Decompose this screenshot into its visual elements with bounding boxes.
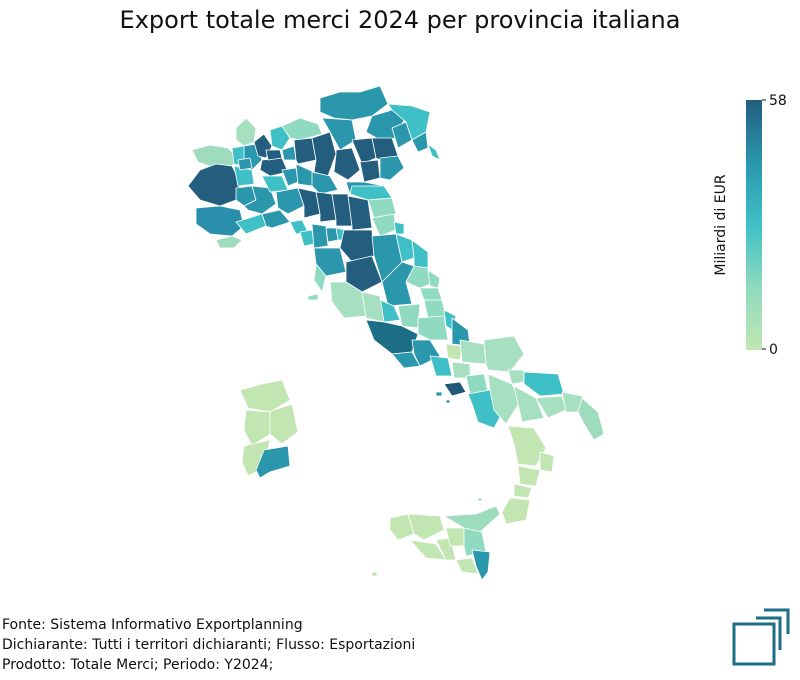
province-trapani[interactable] xyxy=(389,513,415,541)
province-biella[interactable] xyxy=(237,157,253,171)
province-lecce[interactable] xyxy=(577,397,605,441)
footer-source: Fonte: Sistema Informativo Exportplannin… xyxy=(2,617,303,633)
footer-product: Prodotto: Totale Merci; Periodo: Y2024; xyxy=(2,657,274,673)
colorbar-max-label: 58 xyxy=(769,93,787,109)
province-matera[interactable] xyxy=(513,385,545,423)
province-livorno[interactable] xyxy=(313,263,327,293)
island-ischia xyxy=(435,391,443,397)
province-potenza[interactable] xyxy=(487,373,521,425)
footer-declarant: Dichiarante: Tutti i territori dichiaran… xyxy=(2,637,416,653)
province-piacenza[interactable] xyxy=(275,187,305,215)
province-trieste[interactable] xyxy=(427,143,441,161)
province-napoli[interactable] xyxy=(443,381,467,397)
province-bari[interactable] xyxy=(523,371,565,397)
province-sassari[interactable] xyxy=(239,379,291,413)
province-reggiocal[interactable] xyxy=(501,497,531,525)
province-laquila[interactable] xyxy=(417,315,449,341)
province-isernia[interactable] xyxy=(445,343,463,361)
island-pantelleria xyxy=(371,571,378,577)
province-modena[interactable] xyxy=(331,193,353,227)
province-cuneo[interactable] xyxy=(195,205,245,237)
province-catanzaro[interactable] xyxy=(517,465,541,487)
province-bolzano[interactable] xyxy=(319,85,389,121)
province-verona[interactable] xyxy=(333,147,361,181)
province-palermo[interactable] xyxy=(407,513,445,541)
province-cosenza[interactable] xyxy=(507,425,547,467)
province-pisa[interactable] xyxy=(313,247,347,277)
colorbar-gradient xyxy=(746,100,762,350)
province-genova[interactable] xyxy=(261,209,291,229)
exportplanning-logo-icon xyxy=(732,608,790,666)
province-parma[interactable] xyxy=(297,187,321,219)
province-trento[interactable] xyxy=(321,117,357,151)
province-reggio[interactable] xyxy=(315,191,337,223)
province-siena[interactable] xyxy=(345,255,383,293)
province-lucca[interactable] xyxy=(311,223,329,249)
province-gorizia[interactable] xyxy=(411,131,429,153)
province-bergamo[interactable] xyxy=(293,137,317,165)
province-imperia[interactable] xyxy=(215,235,243,249)
province-monza[interactable] xyxy=(265,149,283,161)
province-caserta[interactable] xyxy=(429,355,453,377)
province-siracusa[interactable] xyxy=(471,549,491,581)
province-como[interactable] xyxy=(269,125,291,151)
island-eolie xyxy=(477,497,483,502)
province-vibo[interactable] xyxy=(513,483,533,499)
province-venezia[interactable] xyxy=(379,155,405,181)
province-crotone[interactable] xyxy=(539,451,555,473)
province-ravenna[interactable] xyxy=(367,197,397,219)
province-ragusa[interactable] xyxy=(455,557,479,575)
province-bologna[interactable] xyxy=(347,195,373,231)
colorbar-min-label: 0 xyxy=(769,342,778,358)
map-title: Export totale merci 2024 per provincia i… xyxy=(119,6,681,34)
island-elba xyxy=(307,293,319,301)
province-sondrio[interactable] xyxy=(281,117,323,141)
island-capri xyxy=(445,399,451,404)
province-oristano[interactable] xyxy=(243,409,271,447)
province-rimini[interactable] xyxy=(393,221,405,235)
province-mantova[interactable] xyxy=(311,171,339,195)
colorbar-axis-label: Miliardi di EUR xyxy=(713,174,729,275)
province-cagliari[interactable] xyxy=(255,445,291,479)
